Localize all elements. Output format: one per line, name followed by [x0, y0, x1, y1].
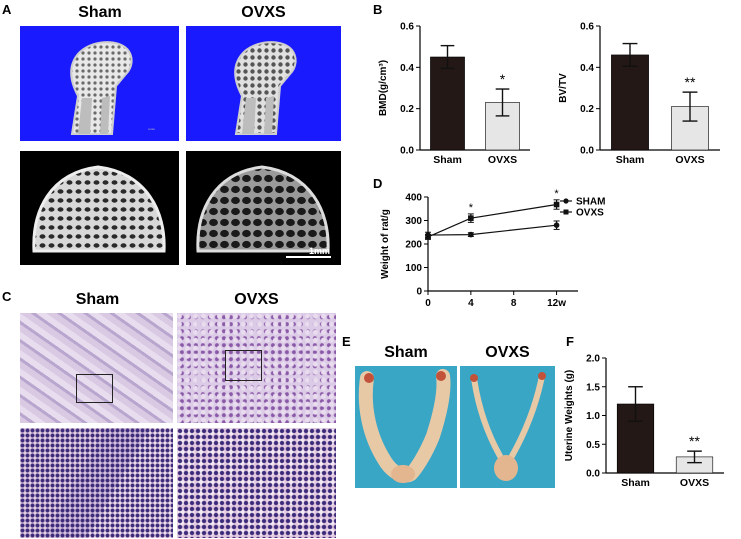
panel-a-sham-header: Sham	[78, 4, 122, 21]
x-tick-label: 8	[511, 298, 517, 309]
data-point-sham	[468, 231, 474, 238]
microct-cross-section-sham	[20, 151, 179, 265]
significance-mark: *	[554, 188, 559, 200]
x-tick-label: Sham	[433, 154, 462, 166]
x-tick-label: Sham	[621, 477, 650, 489]
data-point-ovxs	[425, 234, 431, 240]
chart-bmd: 0.0 0.2 0.4 0.6 BMD(g/cm³) Sham OVXS *	[378, 22, 530, 166]
data-point-ovxs	[553, 201, 560, 208]
histology-sham-low-mag	[20, 313, 173, 423]
femur-sham-drawing: scale	[70, 41, 155, 135]
x-tick-label: Sham	[616, 154, 645, 166]
y-tick-label: 0.0	[400, 146, 414, 157]
data-point-ovxs	[468, 215, 474, 221]
bar-sham	[430, 56, 465, 151]
significance-mark: *	[500, 71, 506, 87]
microct-femur-sham: scale	[20, 26, 179, 141]
x-tick-label: 0	[425, 298, 431, 309]
y-tick-label: 0.6	[400, 22, 414, 33]
panel-label-c: C	[2, 289, 12, 304]
chart-bvtv: 0.0 0.2 0.4 0.6 BV/TV Sham OVXS **	[558, 22, 720, 166]
panel-c-sham-header: Sham	[75, 291, 120, 308]
uterus-sham-drawing	[358, 369, 451, 483]
legend-label-sham: SHAM	[576, 197, 605, 208]
cross-section-ovxs-drawing	[196, 165, 331, 258]
bar-sham	[611, 54, 649, 151]
panel-e-ovxs-header: OVXS	[485, 344, 530, 361]
x-tick-label: OVXS	[488, 154, 517, 166]
y-axis-label: BV/TV	[558, 73, 569, 103]
series-line-sham	[427, 224, 557, 236]
microct-femur-ovxs	[186, 26, 341, 141]
y-tick-label: 0.2	[400, 104, 414, 115]
x-tick-label: 12w	[547, 298, 566, 309]
scale-bar-label: 1mm	[309, 246, 331, 256]
y-tick-label: 0.4	[400, 63, 414, 74]
y-tick-label: 100	[405, 263, 422, 274]
microct-cross-section-ovxs: 1mm	[186, 151, 341, 265]
significance-mark: **	[685, 74, 696, 90]
x-tick-label: OVXS	[675, 154, 704, 166]
panel-label-f: F	[566, 334, 574, 349]
legend-label-ovxs: OVXS	[576, 208, 604, 219]
y-tick-label: 0.4	[580, 63, 594, 74]
zoom-box	[76, 374, 113, 403]
y-axis-label: Weight of rat/g	[380, 209, 391, 279]
histology-ovxs-low-mag	[177, 313, 336, 423]
x-tick-label: OVXS	[680, 477, 709, 489]
y-axis-label: BMD(g/cm³)	[378, 60, 389, 116]
y-tick-label: 0.6	[580, 22, 594, 33]
femur-ovxs-drawing	[234, 41, 297, 135]
chart-weight: 0 100 200 300 400 0 4 8 12w Weight of rat/g SHAMOV…	[380, 188, 605, 309]
panel-label-a: A	[2, 2, 12, 17]
y-tick-label: 0.0	[580, 146, 594, 157]
panel-label-b: B	[373, 2, 383, 17]
panel-c-ovxs-header: OVXS	[234, 291, 279, 308]
y-tick-label: 0.0	[586, 469, 600, 480]
significance-mark: *	[469, 202, 474, 214]
y-tick-label: 0.5	[586, 440, 600, 451]
y-tick-label: 0.2	[580, 104, 594, 115]
y-tick-label: 1.5	[586, 382, 600, 393]
uterus-ovxs-drawing	[470, 372, 546, 481]
y-tick-label: 2.0	[586, 354, 600, 365]
panel-label-e: E	[342, 334, 351, 349]
y-tick-label: 200	[405, 240, 422, 251]
y-tick-label: 0	[416, 287, 422, 298]
histology-sham-high-mag	[20, 428, 173, 538]
y-tick-label: 400	[405, 193, 422, 204]
uterus-photo-sham	[355, 366, 457, 488]
panel-label-d: D	[373, 176, 383, 191]
x-tick-label: 4	[468, 298, 474, 309]
uterus-photo-ovxs	[460, 366, 555, 488]
zoom-box	[225, 350, 262, 381]
y-axis-label: Uterine Weights (g)	[564, 370, 575, 461]
data-point-sham	[553, 222, 560, 228]
significance-mark: **	[689, 433, 700, 449]
legend-marker	[563, 209, 569, 215]
y-tick-label: 1.0	[586, 411, 600, 422]
svg-text:scale: scale	[148, 127, 155, 131]
histology-ovxs-high-mag	[177, 428, 336, 538]
y-tick-label: 300	[405, 216, 422, 227]
legend-marker	[563, 198, 569, 204]
panel-a-ovxs-header: OVXS	[241, 4, 286, 21]
panel-e-sham-header: Sham	[384, 344, 428, 361]
cross-section-sham-drawing	[32, 165, 166, 253]
chart-uterine: 0.0 0.5 1.0 1.5 2.0 Uterine Weights (g) Sham OV…	[564, 354, 724, 489]
